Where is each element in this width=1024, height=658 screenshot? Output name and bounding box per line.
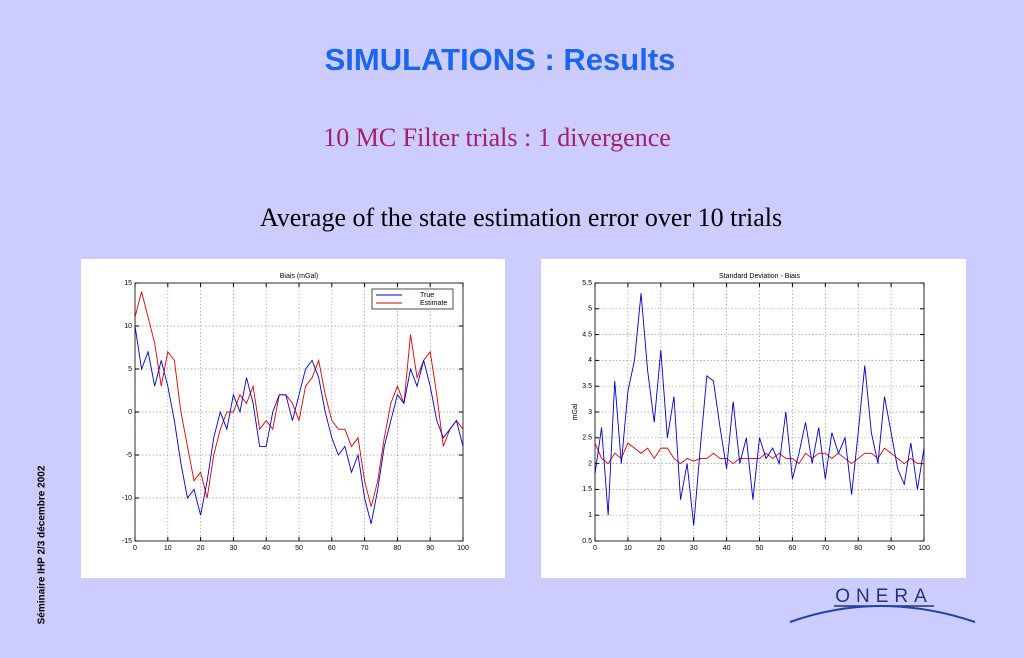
x-tick-label: 10 — [624, 545, 632, 552]
y-tick-label: 2.5 — [582, 435, 592, 442]
x-tick-label: 80 — [394, 545, 402, 552]
x-tick-label: 30 — [690, 545, 698, 552]
series-line — [134, 291, 464, 507]
slide-heading: Average of the state estimation error ov… — [260, 203, 782, 232]
x-tick-label: 70 — [821, 545, 829, 552]
series-line — [594, 442, 924, 465]
x-tick-label: 30 — [230, 545, 238, 552]
y-tick-label: 4.5 — [582, 331, 592, 338]
x-tick-label: 60 — [328, 545, 336, 552]
y-tick-label: 5 — [128, 366, 132, 373]
x-tick-label: 60 — [789, 545, 797, 552]
y-tick-label: 0.5 — [582, 538, 592, 545]
footer: Séminaire IHP 2/3 décembre 2002 — [37, 465, 48, 624]
legend-label: True — [420, 292, 434, 299]
chart-panel — [541, 259, 966, 578]
y-tick-label: -15 — [122, 538, 132, 545]
x-tick-label: 90 — [426, 545, 434, 552]
x-tick-label: 100 — [918, 545, 930, 552]
chart-title: Biais (mGal) — [280, 273, 319, 280]
x-tick-label: 40 — [262, 545, 270, 552]
series-line — [134, 325, 464, 524]
y-tick-label: -5 — [126, 452, 132, 459]
x-tick-label: 20 — [657, 545, 665, 552]
y-tick-label: -10 — [122, 495, 132, 502]
x-tick-label: 90 — [887, 545, 895, 552]
x-tick-label: 0 — [133, 545, 137, 552]
plot-frame — [134, 282, 464, 542]
x-tick-label: 10 — [164, 545, 172, 552]
x-tick-label: 20 — [197, 545, 205, 552]
x-tick-label: 50 — [756, 545, 764, 552]
y-axis-label: mGal — [572, 403, 579, 420]
x-tick-label: 0 — [593, 545, 597, 552]
chart-title: Standard Deviation - Biais — [719, 273, 800, 280]
y-tick-label: 15 — [124, 280, 132, 287]
y-tick-label: 2 — [588, 460, 592, 467]
legend-box — [371, 288, 454, 310]
x-tick-label: 70 — [361, 545, 369, 552]
y-tick-label: 0 — [128, 409, 132, 416]
y-tick-label: 3.5 — [582, 383, 592, 390]
x-tick-label: 80 — [854, 545, 862, 552]
x-tick-label: 40 — [723, 545, 731, 552]
y-tick-label: 5 — [588, 306, 592, 313]
x-tick-label: 50 — [295, 545, 303, 552]
y-tick-label: 5.5 — [582, 280, 592, 287]
slide-title: SIMULATIONS : Results — [325, 42, 676, 77]
slide-subtitle: 10 MC Filter trials : 1 divergence — [323, 123, 671, 152]
y-tick-label: 1.5 — [582, 486, 592, 493]
y-tick-label: 10 — [124, 323, 132, 330]
y-tick-label: 3 — [588, 409, 592, 416]
y-tick-label: 1 — [588, 512, 592, 519]
legend-label: Estimate — [420, 300, 447, 307]
y-tick-label: 4 — [588, 357, 592, 364]
x-tick-label: 100 — [457, 545, 469, 552]
logo-text: ONERA — [835, 586, 933, 607]
plot-frame — [594, 282, 925, 542]
series-line — [594, 293, 925, 526]
logo-swoosh — [789, 605, 976, 623]
